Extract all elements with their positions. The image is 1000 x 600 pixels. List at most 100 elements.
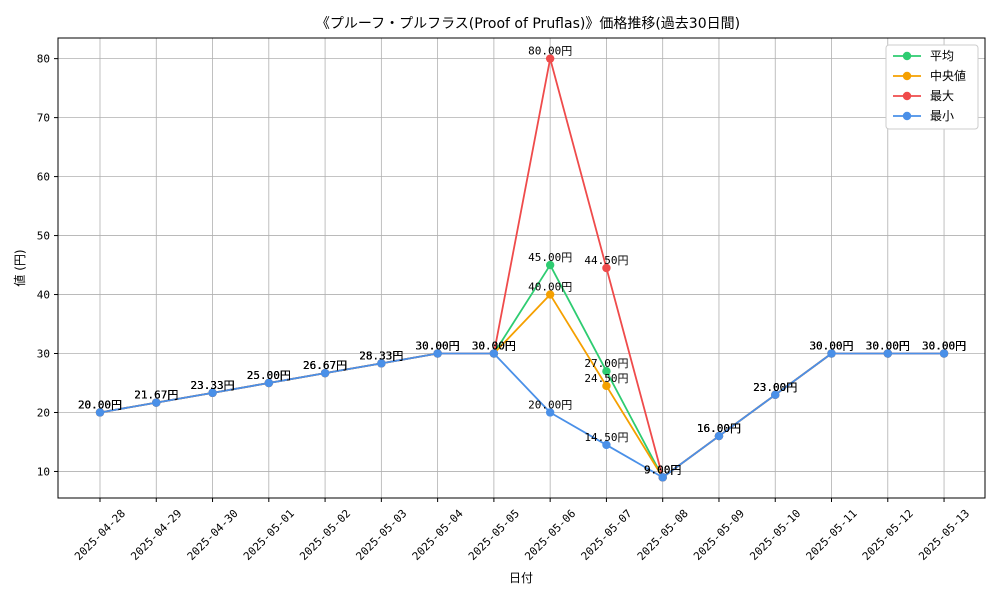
legend-swatch-marker [902, 111, 912, 121]
data-point [95, 408, 105, 417]
legend-swatch-marker [902, 91, 912, 101]
data-label: 30.00円 [866, 340, 910, 353]
legend-label: 最大 [930, 89, 954, 103]
y-tick-label: 70 [37, 112, 50, 125]
data-label: 20.00円 [528, 398, 572, 411]
data-label: 30.00円 [922, 340, 966, 353]
data-label: 30.00円 [472, 340, 516, 353]
data-label: 30.00円 [922, 340, 966, 353]
series-line-3 [99, 352, 945, 479]
data-label: 9.00円 [644, 463, 682, 476]
y-tick-label: 40 [37, 289, 50, 302]
data-point [208, 388, 217, 398]
data-label: 23.00円 [753, 381, 797, 394]
legend-label: 平均 [930, 49, 954, 63]
data-label: 23.00円 [753, 381, 797, 394]
data-label: 21.67円 [134, 389, 178, 402]
data-point [658, 473, 667, 482]
data-label: 9.00円 [644, 463, 682, 476]
data-label: 30.00円 [416, 340, 460, 353]
data-label: 30.00円 [809, 340, 853, 353]
data-point [545, 54, 555, 63]
chart-title: 《プルーフ・プルフラス(Proof of Pruflas)》価格推移(過去30日… [316, 16, 740, 32]
legend-label: 中央値 [930, 68, 966, 83]
data-label: 21.67円 [134, 389, 178, 402]
data-point [320, 368, 330, 378]
data-label: 80.00円 [528, 45, 572, 58]
data-label: 28.33円 [359, 349, 403, 362]
data-point [602, 367, 611, 376]
legend-swatch-marker [902, 51, 912, 61]
data-label: 30.00円 [809, 340, 853, 353]
data-label: 20.00円 [78, 398, 122, 411]
data-label: 14.50円 [584, 431, 628, 444]
data-label: 25.00円 [247, 369, 291, 382]
data-label: 30.00円 [866, 340, 910, 353]
data-point [602, 440, 611, 450]
data-label: 30.00円 [922, 340, 966, 353]
data-label: 21.67円 [134, 389, 178, 402]
data-label: 28.33円 [359, 349, 403, 362]
data-label: 30.00円 [922, 340, 966, 353]
data-point [489, 349, 499, 358]
data-label: 9.00円 [644, 463, 682, 476]
data-point [377, 359, 386, 368]
data-label: 30.00円 [472, 340, 516, 353]
data-label: 20.00円 [78, 398, 122, 411]
data-point [545, 260, 555, 270]
data-point [152, 398, 161, 407]
y-axis-label: 値 (円) [12, 249, 27, 286]
y-tick-label: 60 [37, 171, 50, 184]
data-label: 25.00円 [247, 369, 291, 382]
y-tick-label: 80 [37, 53, 50, 66]
legend-label: 最小 [930, 109, 954, 123]
data-label: 30.00円 [809, 340, 853, 353]
legend-swatch-marker [902, 71, 912, 81]
data-point [714, 431, 724, 441]
data-label: 25.00円 [247, 369, 291, 382]
data-point [602, 263, 611, 273]
data-label: 30.00円 [416, 340, 460, 353]
data-label: 30.00円 [866, 340, 910, 353]
data-label: 40.00円 [528, 281, 572, 294]
data-label: 23.33円 [190, 379, 234, 392]
data-point [433, 349, 442, 358]
data-label: 26.67円 [303, 359, 347, 372]
x-axis-label: 日付 [509, 571, 533, 585]
data-label: 16.00円 [697, 422, 741, 435]
data-point [545, 290, 555, 299]
data-label: 23.00円 [753, 381, 797, 394]
grid-layer [58, 38, 985, 498]
data-label: 30.00円 [866, 340, 910, 353]
series-layer [95, 54, 949, 482]
data-label: 30.00円 [416, 340, 460, 353]
data-label: 23.33円 [190, 379, 234, 392]
y-tick-label: 30 [37, 348, 50, 361]
data-point [827, 349, 836, 358]
data-label: 45.00円 [528, 251, 572, 264]
data-label: 21.67円 [134, 389, 178, 402]
data-label: 23.33円 [190, 379, 234, 392]
plot-frame [57, 37, 986, 499]
data-label: 23.33円 [190, 379, 234, 392]
data-label: 26.67円 [303, 359, 347, 372]
data-label: 30.00円 [416, 340, 460, 353]
y-tick-label: 10 [37, 465, 50, 478]
data-label: 28.33円 [359, 349, 403, 362]
data-labels-layer: 20.00円 21.67円 23.33円 25.00円 26.67円 28.33円 30.0… [78, 45, 966, 477]
data-label: 30.00円 [472, 340, 516, 353]
data-label: 16.00円 [697, 422, 741, 435]
data-label: 25.00円 [247, 369, 291, 382]
data-label: 27.00円 [584, 357, 628, 370]
data-point [939, 349, 949, 358]
data-point [264, 378, 274, 388]
legend-box [885, 44, 979, 130]
data-label: 44.50円 [584, 254, 628, 267]
data-label: 24.50円 [584, 372, 628, 385]
data-label: 9.00円 [644, 463, 682, 476]
